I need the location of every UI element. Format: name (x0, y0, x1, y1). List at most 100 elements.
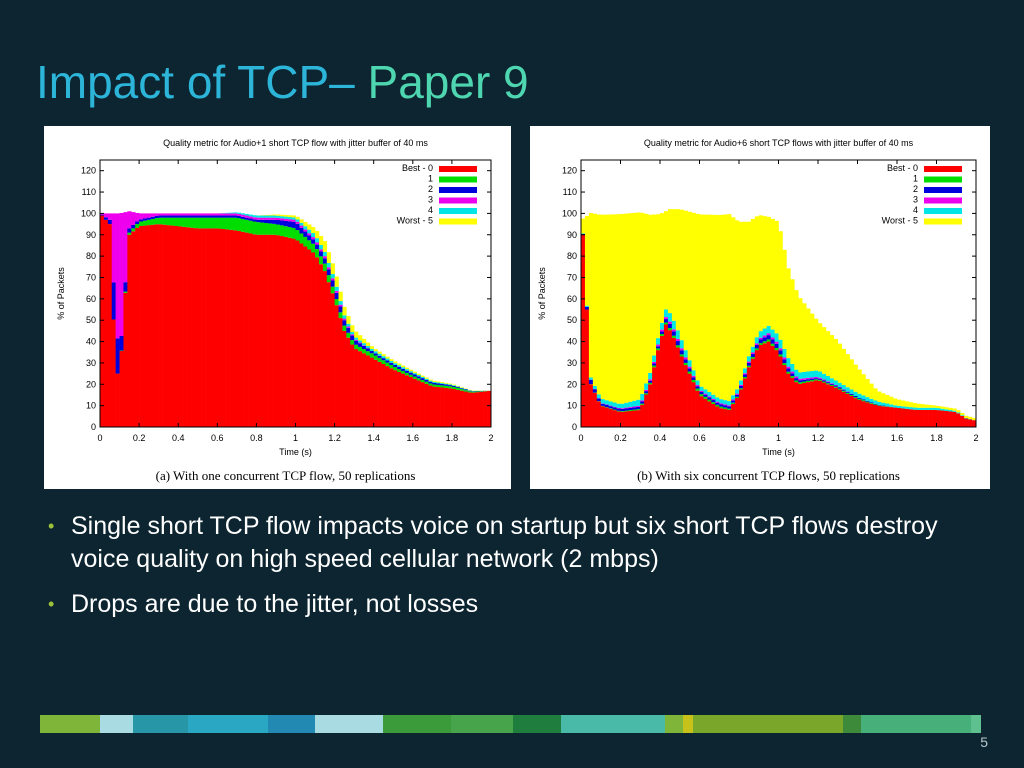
bar-segment-1 (750, 357, 756, 359)
bar-segment-4 (381, 356, 386, 359)
bar-segment-1 (240, 218, 245, 232)
bullet-text: Drops are due to the jitter, not losses (71, 590, 479, 618)
bar-segment-4 (920, 407, 925, 410)
bar-segment-5 (295, 216, 300, 220)
bar-segment-1 (727, 408, 732, 410)
bar-segment-5 (377, 351, 382, 354)
bar-segment-5 (956, 410, 961, 413)
bar-segment-0 (608, 408, 613, 427)
bar-segment-2 (873, 403, 878, 405)
bar-segment-4 (248, 214, 253, 217)
bar-segment-2 (695, 386, 700, 389)
bar-segment-3 (735, 393, 740, 395)
legend-label: 2 (913, 184, 918, 194)
x-tick-label: 2 (488, 433, 493, 443)
bar-segment-3 (225, 213, 230, 216)
bar-segment-4 (311, 233, 316, 238)
bar-segment-1 (139, 221, 144, 227)
legend-swatch (439, 208, 477, 214)
bar-segment-4 (264, 215, 269, 218)
bar-segment-4 (636, 399, 641, 406)
bar-segment-1 (853, 397, 858, 399)
bar-segment-3 (229, 213, 234, 216)
bar-segment-3 (754, 343, 760, 345)
bar-segment-4 (671, 320, 677, 330)
bar-segment-0 (837, 389, 842, 427)
bar-segment-3 (766, 333, 771, 336)
bar-segment-5 (739, 221, 744, 381)
bar-segment-0 (420, 382, 425, 427)
bar-segment-5 (885, 394, 890, 404)
bar-segment-4 (723, 400, 728, 405)
bar-segment-4 (236, 212, 242, 214)
bar-segment-1 (758, 343, 763, 345)
bar-segment-0 (786, 373, 791, 427)
y-tick-label: 50 (86, 315, 96, 325)
bar-segment-1 (451, 386, 457, 389)
strip-segment (315, 715, 383, 733)
bar-segment-3 (699, 390, 704, 393)
bar-segment-1 (213, 217, 218, 229)
strip-segment (40, 715, 100, 733)
bar-segment-0 (663, 324, 669, 427)
bar-segment-4 (964, 417, 969, 419)
bar-segment-0 (408, 377, 414, 427)
bar-segment-0 (330, 293, 335, 427)
bar-segment-4 (679, 340, 684, 349)
bar-segment-1 (154, 218, 159, 225)
bar-segment-3 (671, 329, 677, 332)
bar-segment-1 (135, 224, 140, 228)
bar-segment-0 (806, 382, 811, 427)
bar-segment-4 (287, 217, 292, 220)
bar-segment-2 (467, 390, 472, 392)
bar-segment-2 (264, 219, 269, 224)
legend-label: 1 (913, 174, 918, 184)
bar-segment-4 (260, 215, 265, 218)
bar-segment-4 (861, 395, 866, 400)
bar-segment-0 (111, 319, 116, 427)
bar-segment-3 (833, 384, 839, 386)
bar-segment-1 (719, 406, 724, 409)
bar-segment-0 (381, 363, 386, 427)
bar-segment-2 (584, 306, 590, 310)
bar-segment-1 (798, 382, 803, 384)
bar-segment-2 (699, 392, 704, 395)
bar-segment-0 (727, 409, 732, 427)
bar-segment-2 (632, 407, 637, 410)
bar-segment-3 (221, 213, 226, 216)
bar-segment-0 (315, 257, 320, 427)
bar-segment-3 (806, 377, 811, 380)
bar-segment-2 (166, 215, 171, 218)
bar-segment-4 (656, 338, 661, 345)
bar-segment-1 (127, 232, 132, 235)
bar-segment-3 (303, 229, 308, 232)
bar-segment-2 (111, 282, 116, 320)
bar-segment-3 (632, 406, 637, 408)
bar-segment-4 (592, 385, 598, 389)
y-tick-label: 30 (86, 358, 96, 368)
bar-segment-2 (100, 214, 105, 216)
bar-segment-0 (660, 335, 665, 427)
bar-segment-0 (612, 410, 617, 427)
bar-segment-2 (459, 388, 464, 390)
bar-segment-0 (620, 411, 625, 427)
bar-segment-1 (608, 408, 613, 409)
bar-segment-2 (373, 353, 378, 356)
bar-segment-0 (240, 231, 245, 427)
bar-segment-4 (624, 402, 629, 408)
bar-segment-4 (393, 363, 398, 365)
bar-segment-3 (287, 219, 292, 222)
bar-segment-0 (272, 234, 277, 427)
bar-segment-3 (334, 290, 339, 293)
bar-segment-2 (182, 215, 187, 218)
bar-segment-0 (581, 234, 586, 427)
bar-segment-3 (774, 341, 779, 344)
bar-segment-2 (330, 280, 335, 287)
bar-segment-2 (715, 402, 720, 405)
bar-segment-1 (373, 355, 378, 360)
bar-segment-1 (845, 392, 850, 394)
bar-segment-5 (307, 224, 312, 230)
bar-segment-5 (318, 236, 324, 246)
y-tick-label: 10 (86, 401, 96, 411)
bar-segment-2 (217, 215, 222, 218)
